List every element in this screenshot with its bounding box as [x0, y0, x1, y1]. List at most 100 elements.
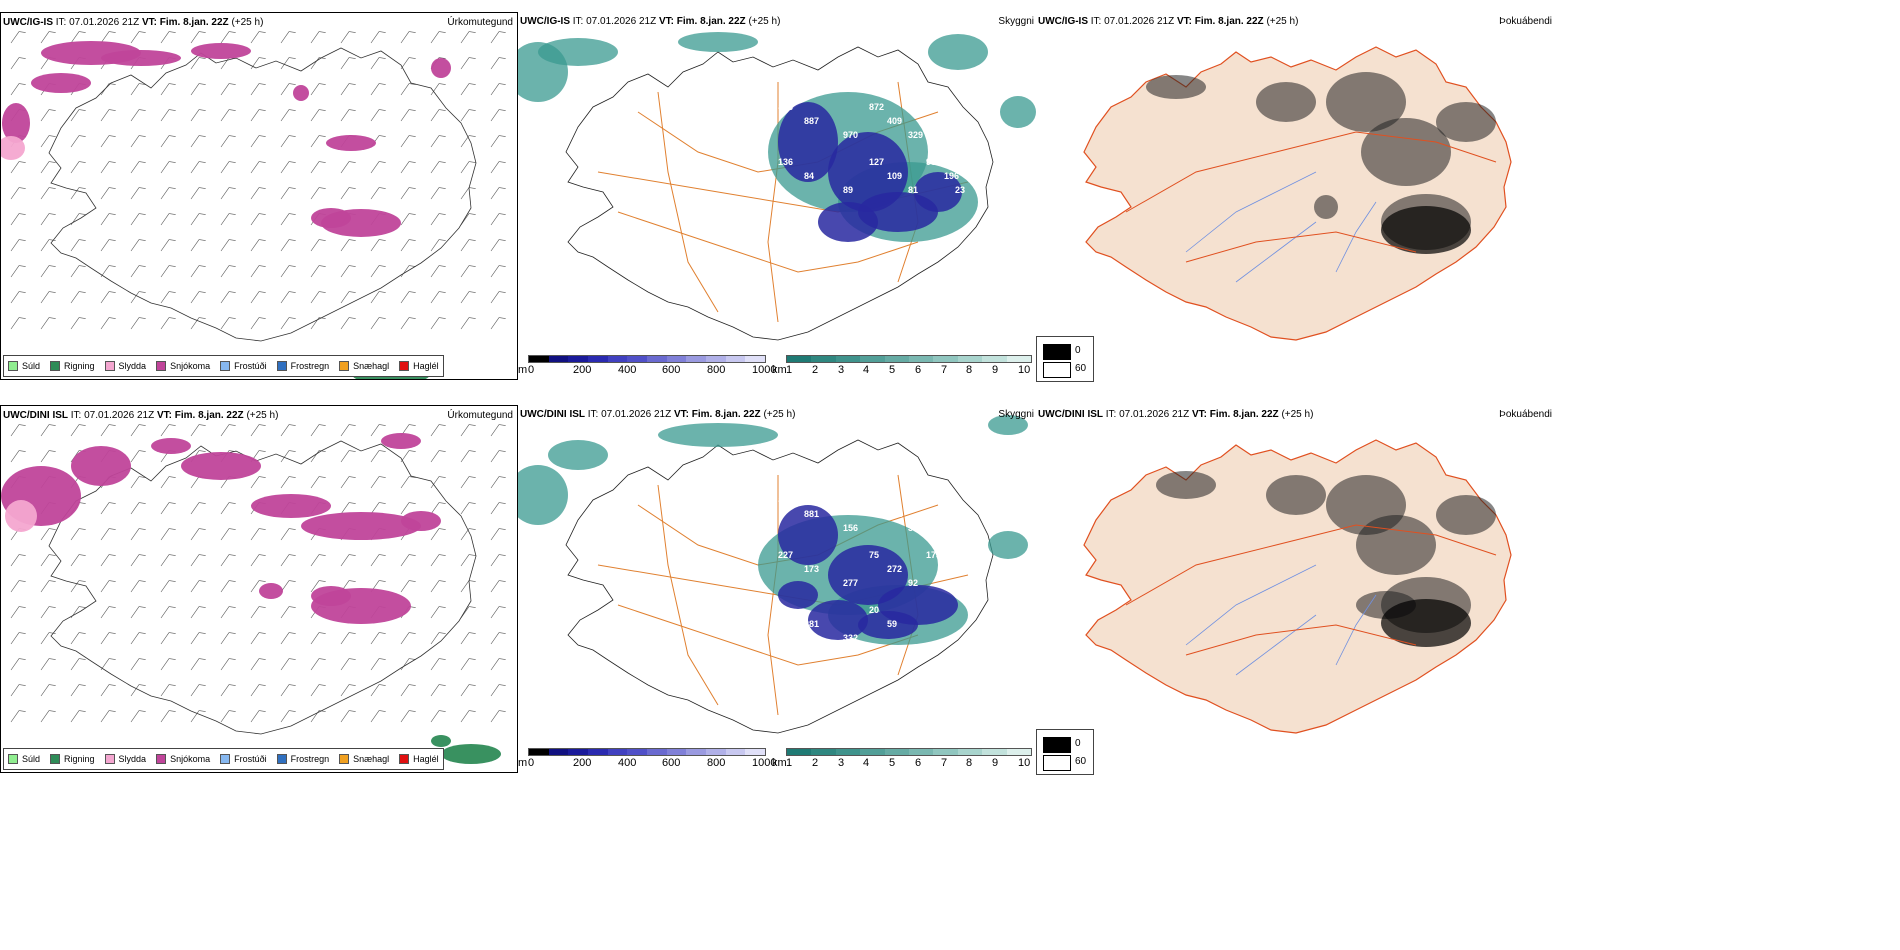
wind-barb	[490, 57, 506, 70]
colorbar-tick: 400	[618, 757, 637, 769]
wind-barb	[130, 83, 146, 96]
wind-barb	[250, 528, 266, 541]
vt-label: VT:	[141, 17, 157, 28]
vt-label: VT:	[658, 16, 674, 27]
wind-barb	[70, 317, 86, 330]
wind-barb	[430, 31, 446, 44]
model-name: UWC/DINI ISL	[520, 409, 585, 420]
wind-barb	[340, 83, 356, 96]
wind-barb	[250, 135, 266, 148]
wind-barb	[340, 476, 356, 489]
wind-barb	[220, 710, 236, 723]
legend-label: Snjókoma	[170, 361, 211, 371]
wind-barb	[190, 265, 206, 278]
wind-barb	[490, 658, 506, 671]
wind-barb	[430, 83, 446, 96]
wind-barb	[70, 239, 86, 252]
cloud-base-value-label: 970	[843, 130, 859, 140]
wind-barb	[220, 317, 236, 330]
wind-barb	[220, 606, 236, 619]
cloud-base-value-label: 97	[944, 509, 955, 519]
wind-barb	[280, 109, 296, 122]
wind-barb	[460, 424, 476, 437]
colorbar-tick: 4	[863, 364, 870, 376]
wind-barb	[460, 476, 476, 489]
bottom-precip-panel: UWC/DINI ISL IT: 07.01.2026 21Z VT: Fim.…	[0, 405, 518, 773]
wind-barb	[340, 239, 356, 252]
wind-barb	[460, 187, 476, 200]
wind-barb	[370, 239, 386, 252]
wind-barb	[40, 265, 56, 278]
wind-barb	[370, 291, 386, 304]
colorbar-tick: 600	[662, 364, 681, 376]
river-line	[1335, 594, 1377, 666]
colorbar-segment	[1006, 356, 1032, 362]
cloud-base-value-label: 84	[804, 171, 815, 181]
wind-barb	[160, 109, 176, 122]
cloud-base-value-label: 281	[804, 619, 820, 629]
wind-barb	[460, 239, 476, 252]
wind-barb	[190, 57, 206, 70]
wind-barb	[340, 291, 356, 304]
legend-swatch	[276, 754, 287, 764]
it-label: IT:	[1105, 409, 1117, 420]
cloud-base-value-label: 277	[843, 578, 859, 588]
wind-barb	[160, 187, 176, 200]
wind-barb	[460, 317, 476, 330]
legend-label: Frostregn	[290, 754, 330, 764]
low-visibility-area	[678, 32, 758, 52]
top-precip-legend: Súld Rigning Slydda Snjókoma Frostúði Frostre…	[3, 355, 444, 377]
vt-value: Fim. 8.jan. 22Z	[676, 16, 746, 27]
it-value: 07.01.2026 21Z	[84, 410, 155, 421]
wind-barb	[280, 476, 296, 489]
cloud-base-area	[778, 505, 838, 565]
model-name: UWC/DINI ISL	[3, 410, 68, 421]
wind-barb	[280, 710, 296, 723]
wind-barb	[310, 317, 326, 330]
road-line	[1185, 231, 1417, 263]
wind-barb	[400, 658, 416, 671]
wind-barb	[10, 265, 26, 278]
wind-barb	[280, 265, 296, 278]
cloud-base-value-label: 196	[944, 171, 960, 181]
wind-barb	[250, 658, 266, 671]
top-fog-panel: UWC/IG-IS IT: 07.01.2026 21Z VT: Fim. 8.…	[1036, 12, 1556, 380]
cloud-base-value-label: 59	[887, 619, 898, 629]
colorbar-tick: 9	[992, 364, 999, 376]
wind-barb	[460, 684, 476, 697]
wind-barb	[160, 291, 176, 304]
wind-barb	[70, 658, 86, 671]
top-precip-map	[1, 31, 506, 379]
cloud-base-value-label: 131	[887, 509, 903, 519]
colorbar-tick: 3	[838, 757, 845, 769]
low-visibility-area	[538, 38, 618, 66]
wind-barb	[40, 109, 56, 122]
wind-barb	[10, 710, 26, 723]
snow-area	[191, 43, 251, 59]
wind-barb	[370, 424, 386, 437]
wind-barb	[130, 213, 146, 226]
low-visibility-area	[988, 415, 1028, 435]
wind-barb	[190, 109, 206, 122]
wind-barb	[40, 291, 56, 304]
wind-barb	[220, 528, 236, 541]
fog-index-area	[1256, 82, 1316, 122]
colorbar-segment	[529, 356, 549, 362]
wind-barb	[310, 580, 326, 593]
cloud-base-value-label: 136	[778, 157, 794, 167]
snow-area	[301, 512, 421, 540]
snow-area	[181, 452, 261, 480]
legend-label: Snjókoma	[170, 754, 211, 764]
legend-label: Frostúði	[234, 754, 267, 764]
wind-barb	[370, 632, 386, 645]
vt-value: Fim. 8.jan. 22Z	[1194, 16, 1264, 27]
wind-barb	[190, 528, 206, 541]
wind-barb	[490, 710, 506, 723]
wind-barb	[220, 424, 236, 437]
wind-barb	[430, 554, 446, 567]
wind-barb	[40, 450, 56, 463]
wind-barb	[220, 580, 236, 593]
colorbar-tick: 1	[786, 364, 793, 376]
low-visibility-area	[518, 465, 568, 525]
fog-index-area	[1356, 515, 1436, 575]
